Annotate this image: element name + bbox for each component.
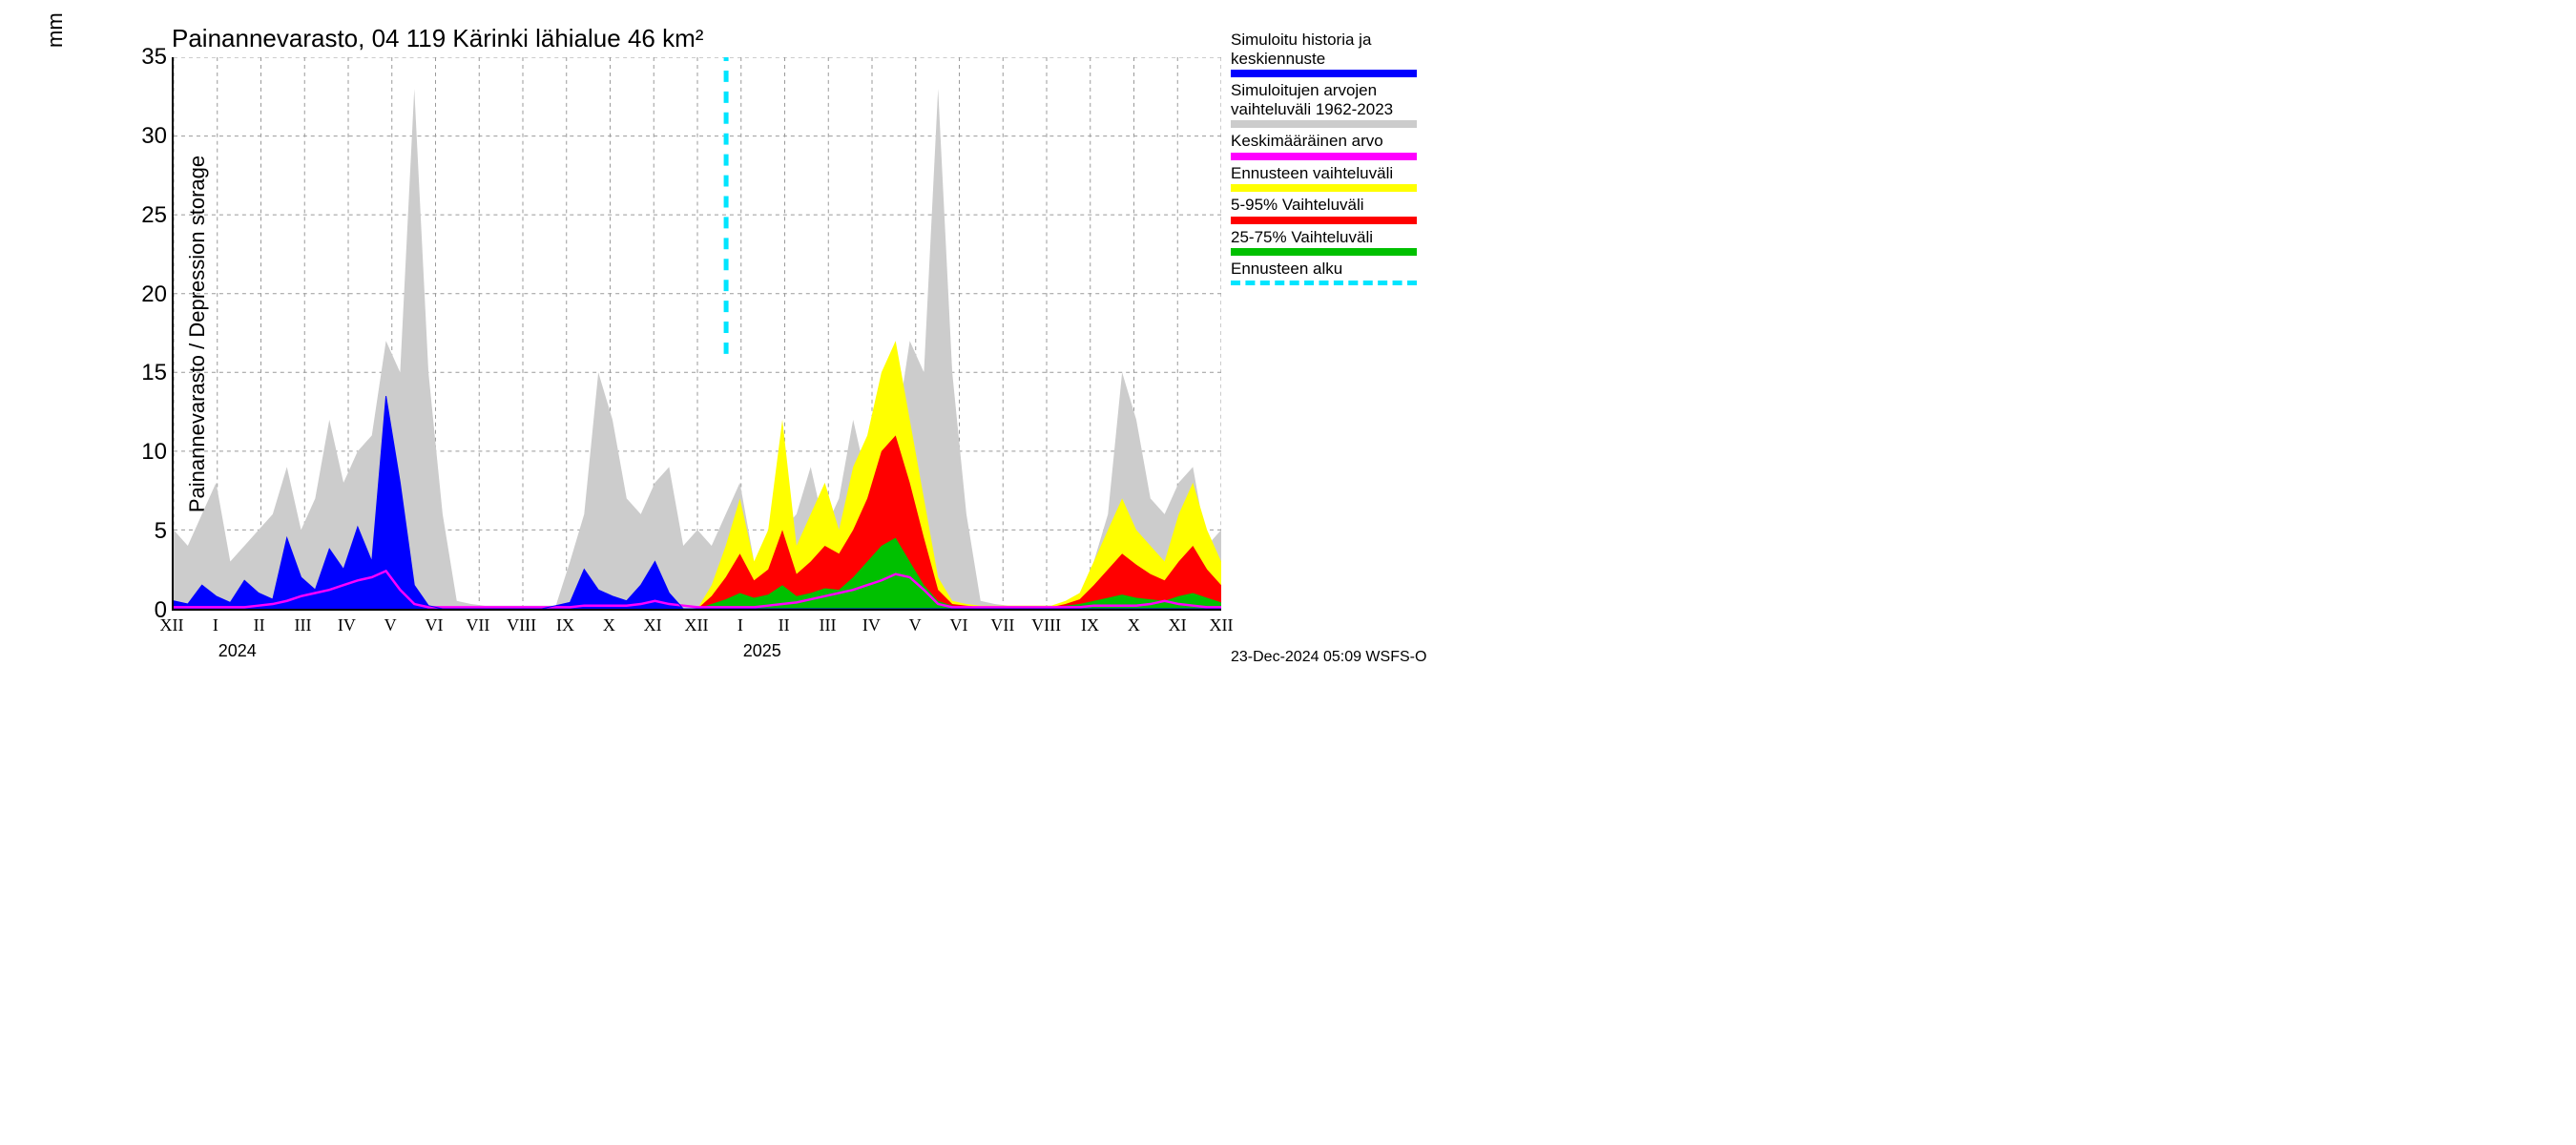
legend-label: Ennusteen vaihteluväli bbox=[1231, 164, 1422, 183]
x-tick-month: III bbox=[820, 615, 837, 635]
x-tick-month: VII bbox=[990, 615, 1014, 635]
legend-label: 5-95% Vaihteluväli bbox=[1231, 196, 1422, 215]
y-tick: 10 bbox=[141, 439, 167, 466]
x-tick-month: IX bbox=[1081, 615, 1099, 635]
x-tick-month: II bbox=[779, 615, 790, 635]
x-tick-month: IV bbox=[862, 615, 881, 635]
legend-label: Keskimääräinen arvo bbox=[1231, 132, 1422, 151]
legend-swatch bbox=[1231, 184, 1417, 192]
legend-item: 25-75% Vaihteluväli bbox=[1231, 228, 1422, 257]
x-tick-month: V bbox=[384, 615, 397, 635]
legend-swatch bbox=[1231, 217, 1417, 224]
x-year-label: 2025 bbox=[743, 641, 781, 661]
plot-svg bbox=[174, 57, 1221, 609]
x-tick-month: IV bbox=[338, 615, 356, 635]
y-tick: 20 bbox=[141, 281, 167, 308]
x-tick-month: V bbox=[909, 615, 922, 635]
chart-container: Painannevarasto, 04 119 Kärinki lähialue… bbox=[0, 0, 1431, 687]
x-tick-month: VI bbox=[426, 615, 444, 635]
legend-label: Simuloitu historia ja bbox=[1231, 31, 1422, 50]
chart-title: Painannevarasto, 04 119 Kärinki lähialue… bbox=[172, 24, 703, 53]
x-tick-month: XII bbox=[685, 615, 709, 635]
legend-swatch bbox=[1231, 120, 1417, 128]
x-tick-month: I bbox=[737, 615, 743, 635]
legend-item: 5-95% Vaihteluväli bbox=[1231, 196, 1422, 224]
y-tick: 35 bbox=[141, 44, 167, 71]
y-tick: 5 bbox=[155, 518, 167, 545]
legend-item: Ennusteen vaihteluväli bbox=[1231, 164, 1422, 193]
x-tick-month: XI bbox=[644, 615, 662, 635]
x-tick-month: XI bbox=[1169, 615, 1187, 635]
legend-item: Simuloitu historia jakeskiennuste bbox=[1231, 31, 1422, 77]
legend-item: Ennusteen alku bbox=[1231, 260, 1422, 285]
legend-label: 25-75% Vaihteluväli bbox=[1231, 228, 1422, 247]
legend: Simuloitu historia jakeskiennusteSimuloi… bbox=[1231, 31, 1422, 289]
x-tick-month: VI bbox=[950, 615, 968, 635]
x-year-label: 2024 bbox=[218, 641, 257, 661]
footer-timestamp: 23-Dec-2024 05:09 WSFS-O bbox=[1231, 649, 1426, 666]
x-tick-month: I bbox=[213, 615, 218, 635]
plot-area bbox=[172, 57, 1221, 611]
legend-label: keskiennuste bbox=[1231, 50, 1422, 69]
x-tick-month: IX bbox=[556, 615, 574, 635]
y-tick: 30 bbox=[141, 123, 167, 150]
x-tick-month: VIII bbox=[507, 615, 536, 635]
x-tick-month: III bbox=[295, 615, 312, 635]
x-tick-month: II bbox=[254, 615, 265, 635]
x-tick-month: VII bbox=[466, 615, 489, 635]
legend-item: Simuloitujen arvojenvaihteluväli 1962-20… bbox=[1231, 81, 1422, 128]
legend-label: Simuloitujen arvojen bbox=[1231, 81, 1422, 100]
legend-swatch bbox=[1231, 153, 1417, 160]
legend-label: Ennusteen alku bbox=[1231, 260, 1422, 279]
y-tick: 25 bbox=[141, 202, 167, 229]
y-unit-label: mm bbox=[43, 12, 68, 48]
x-tick-month: X bbox=[603, 615, 615, 635]
x-tick-month: X bbox=[1128, 615, 1140, 635]
legend-swatch bbox=[1231, 70, 1417, 77]
legend-label: vaihteluväli 1962-2023 bbox=[1231, 100, 1422, 119]
legend-item: Keskimääräinen arvo bbox=[1231, 132, 1422, 160]
x-tick-month: XII bbox=[160, 615, 184, 635]
legend-swatch bbox=[1231, 248, 1417, 256]
legend-swatch bbox=[1231, 281, 1417, 285]
y-tick: 15 bbox=[141, 360, 167, 386]
x-tick-month: XII bbox=[1210, 615, 1234, 635]
x-tick-month: VIII bbox=[1031, 615, 1061, 635]
